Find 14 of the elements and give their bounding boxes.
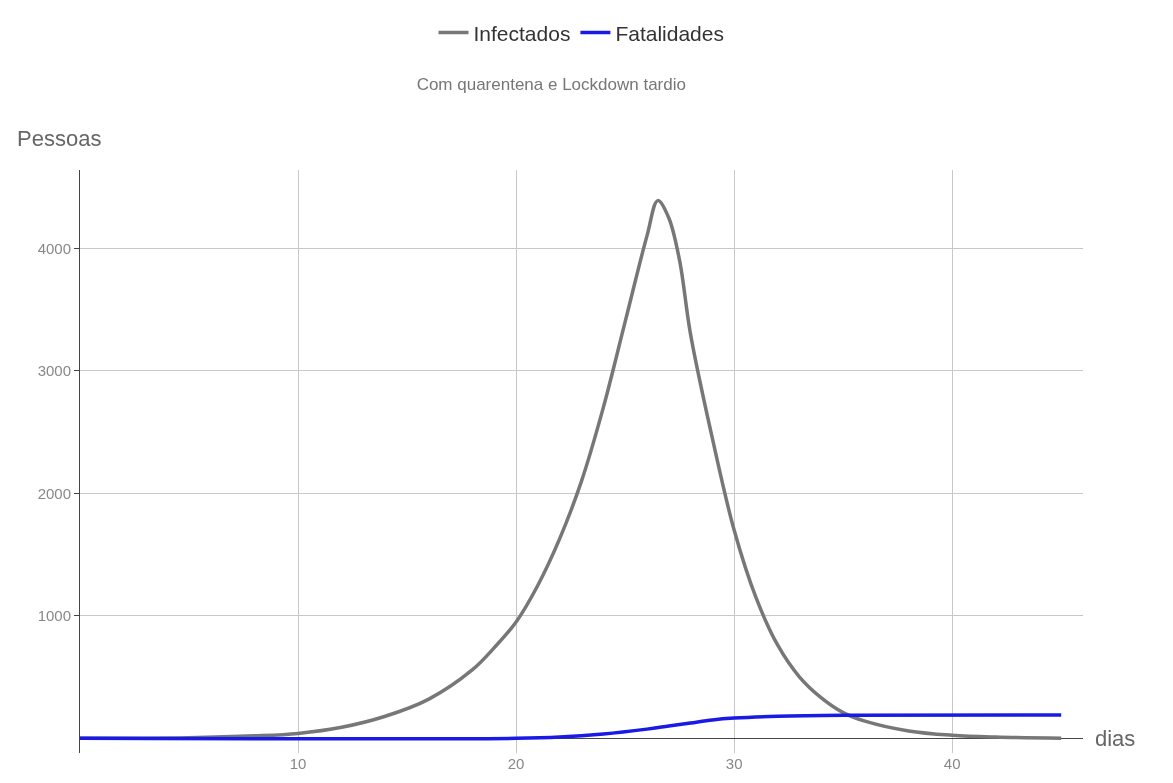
x-tick-label: 30 bbox=[725, 755, 743, 772]
x-axis-title: dias bbox=[1095, 726, 1136, 751]
y-tick-label: 4000 bbox=[37, 239, 71, 257]
x-tick-label: 20 bbox=[507, 755, 525, 772]
x-tick-label: 10 bbox=[289, 755, 307, 772]
y-tick-label: 1000 bbox=[37, 607, 71, 625]
y-tick-label: 3000 bbox=[37, 362, 71, 380]
legend-label: Fatalidades bbox=[615, 21, 724, 45]
line-series bbox=[80, 713, 1063, 741]
x-tick-label: 40 bbox=[943, 755, 961, 772]
y-tick-label: 2000 bbox=[37, 484, 71, 502]
chart-subtitle: Com quarentena e Lockdown tardio bbox=[416, 75, 686, 95]
y-axis-title: Pessoas bbox=[17, 126, 102, 151]
legend-label: Infectados bbox=[473, 21, 571, 45]
